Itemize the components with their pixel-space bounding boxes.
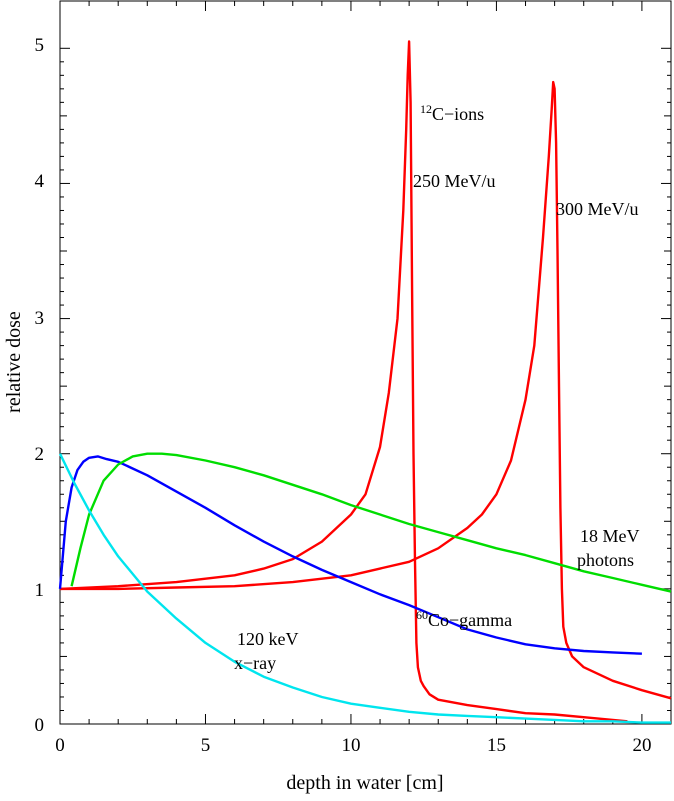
x-tick-label: 10 (342, 735, 361, 756)
y-tick-label: 3 (35, 308, 45, 329)
y-tick-label: 2 (35, 444, 45, 465)
y-tick-label: 5 (35, 35, 45, 56)
x-tick-label: 0 (55, 735, 65, 756)
series-line (58, 453, 671, 724)
plot-frame (59, 0, 672, 725)
series-line (70, 452, 672, 593)
x-tick-label: 5 (201, 735, 211, 756)
xray-energy-label: 120 keV (237, 629, 299, 649)
carbon-mass-number: 12 (420, 102, 432, 116)
photons-energy-label: 18 MeV (580, 526, 640, 546)
series-layer (58, 40, 672, 724)
x-tick-label: 15 (487, 735, 506, 756)
y-tick-labels: 0 1 2 3 4 5 (35, 35, 45, 736)
y-tick-label: 4 (35, 171, 45, 192)
carbon-ions-label: 12C−ions (420, 102, 484, 124)
series-line (60, 80, 672, 700)
cobalt-mass-number: 60 (416, 608, 428, 622)
x-tick-label: 20 (633, 735, 652, 756)
y-tick-label: 0 (35, 715, 45, 736)
y-tick-label: 1 (35, 580, 45, 601)
series-line (59, 40, 628, 723)
cobalt-gamma-label: 60Co−gamma (416, 608, 512, 630)
energy-250-label: 250 MeV/u (413, 171, 496, 191)
xray-label: x−ray (234, 653, 276, 673)
series-line (58, 455, 642, 655)
carbon-ions-text: C−ions (432, 104, 484, 124)
annotations: 12C−ions 250 MeV/u 300 MeV/u 18 MeV phot… (234, 102, 640, 673)
tick-marks (59, 1, 672, 725)
x-axis-title: depth in water [cm] (286, 772, 443, 794)
cobalt-gamma-text: Co−gamma (428, 610, 512, 630)
photons-label: photons (577, 550, 634, 570)
energy-300-label: 300 MeV/u (556, 199, 639, 219)
y-axis-title: relative dose (3, 311, 25, 413)
x-tick-labels: 0 5 10 15 20 (55, 735, 651, 756)
